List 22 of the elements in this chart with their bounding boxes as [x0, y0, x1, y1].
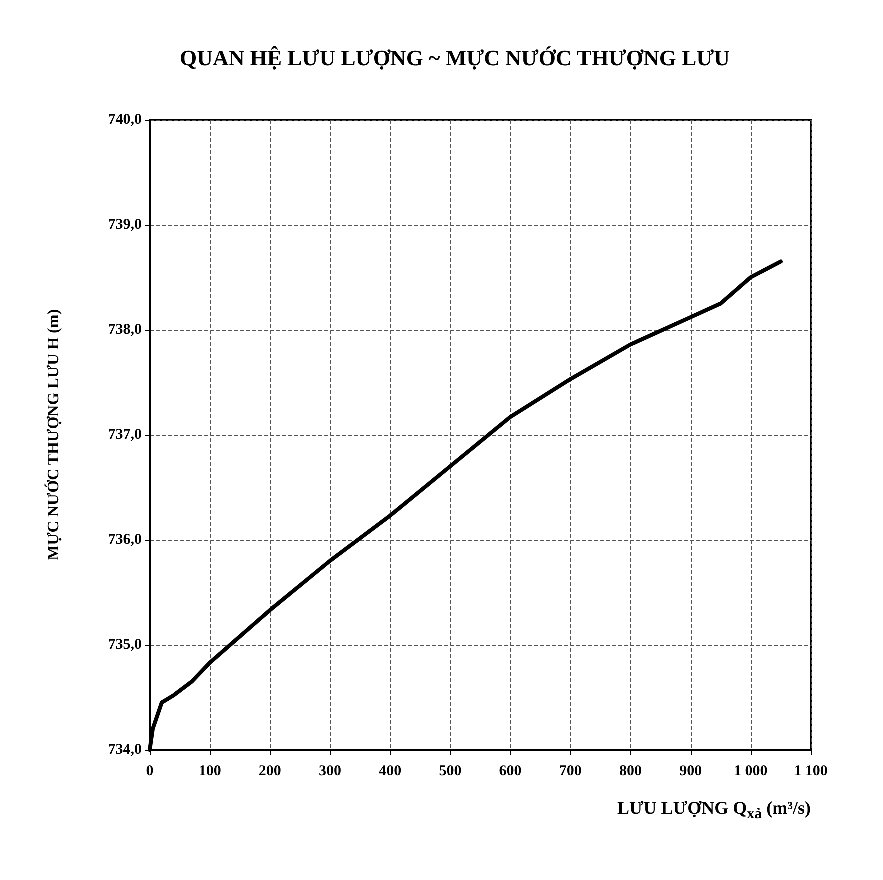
x-tick-label: 300	[319, 764, 342, 780]
x-tick-label: 700	[559, 764, 582, 780]
y-tick-label: 735,0	[108, 637, 142, 653]
x-tick-label: 600	[499, 764, 522, 780]
y-tick-label: 736,0	[108, 532, 142, 548]
y-axis-title: MỰC NƯỚC THƯỢNG LƯU H (m)	[44, 309, 62, 561]
x-tick-label: 1 000	[734, 764, 768, 780]
y-tick-label: 739,0	[108, 217, 142, 233]
x-tick-label: 1 100	[794, 764, 828, 780]
y-tick-label: 738,0	[108, 322, 142, 338]
x-tick-label: 800	[619, 764, 642, 780]
x-axis-title: LƯU LƯỢNG Q$_{xả}$ (m³/s)	[617, 798, 811, 824]
y-tick-label: 734,0	[108, 742, 142, 758]
x-tick-label: 200	[258, 764, 282, 780]
x-tick-label: 100	[198, 764, 222, 780]
x-tick-label: 500	[439, 764, 462, 780]
x-tick-label: 400	[379, 764, 402, 780]
x-tick-label: 900	[680, 764, 702, 780]
x-tick-label: 0	[146, 764, 154, 780]
y-tick-label: 740,0	[108, 112, 142, 128]
y-tick-label: 737,0	[108, 427, 142, 443]
chart-title: QUAN HỆ LƯU LƯỢNG ~ MỰC NƯỚC THƯỢNG LƯU	[180, 46, 730, 70]
